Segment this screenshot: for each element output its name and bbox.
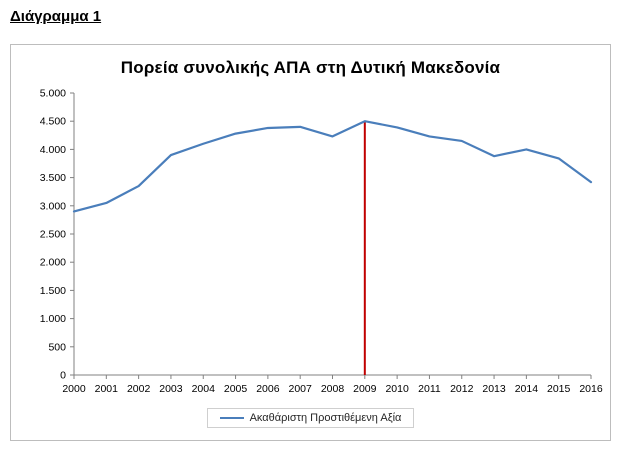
x-axis-label: 2007 (289, 383, 313, 395)
y-axis-label: 3.000 (40, 200, 66, 212)
x-axis-label: 2012 (450, 383, 474, 395)
x-axis-label: 2010 (385, 383, 409, 395)
legend-label: Ακαθάριστη Προστιθέμενη Αξία (249, 412, 402, 424)
x-axis-label: 2001 (95, 383, 119, 395)
x-axis-label: 2016 (579, 383, 603, 395)
y-axis-label: 1.000 (40, 313, 66, 325)
x-axis-label: 2005 (224, 383, 248, 395)
x-axis-label: 2015 (547, 383, 571, 395)
chart-plot-area: 0 500 1.000 1.500 2.000 2.500 3.000 3.500 4.000 4… (40, 88, 603, 396)
x-axis-label: 2008 (321, 383, 345, 395)
page-heading: Διάγραμμα 1 (10, 8, 102, 25)
x-axis-label: 2013 (482, 383, 506, 395)
chart-container: Πορεία συνολικής ΑΠΑ στη Δυτική Μακεδονί… (10, 44, 611, 441)
x-axis-label: 2014 (515, 383, 539, 395)
y-axis-label: 2.000 (40, 257, 66, 269)
y-axis-label: 5.000 (40, 88, 66, 100)
series-line (72, 120, 593, 213)
x-axis-label: 2004 (192, 383, 216, 395)
y-axis-label: 4.500 (40, 116, 66, 128)
chart-title: Πορεία συνολικής ΑΠΑ στη Δυτική Μακεδονί… (120, 58, 501, 77)
x-axis-label: 2003 (159, 383, 183, 395)
legend-box: Ακαθάριστη Προστιθέμενη Αξία (206, 408, 415, 428)
y-axis-label: 0 (60, 370, 66, 382)
x-axis-label: 2000 (62, 383, 86, 395)
x-axis-label: 2011 (418, 383, 441, 395)
y-axis-label: 2.500 (40, 229, 66, 241)
legend-line-icon (219, 417, 244, 419)
y-axis-label: 3.500 (40, 172, 66, 184)
y-axis-label: 1.500 (40, 285, 66, 297)
x-axis-label: 2009 (353, 383, 377, 395)
chart-legend: Ακαθάριστη Προστιθέμενη Αξία (11, 408, 610, 428)
y-axis-label: 500 (48, 341, 66, 353)
x-axis-label: 2002 (127, 383, 151, 395)
x-axis-label: 2006 (256, 383, 280, 395)
y-axis-label: 4.000 (40, 144, 66, 156)
